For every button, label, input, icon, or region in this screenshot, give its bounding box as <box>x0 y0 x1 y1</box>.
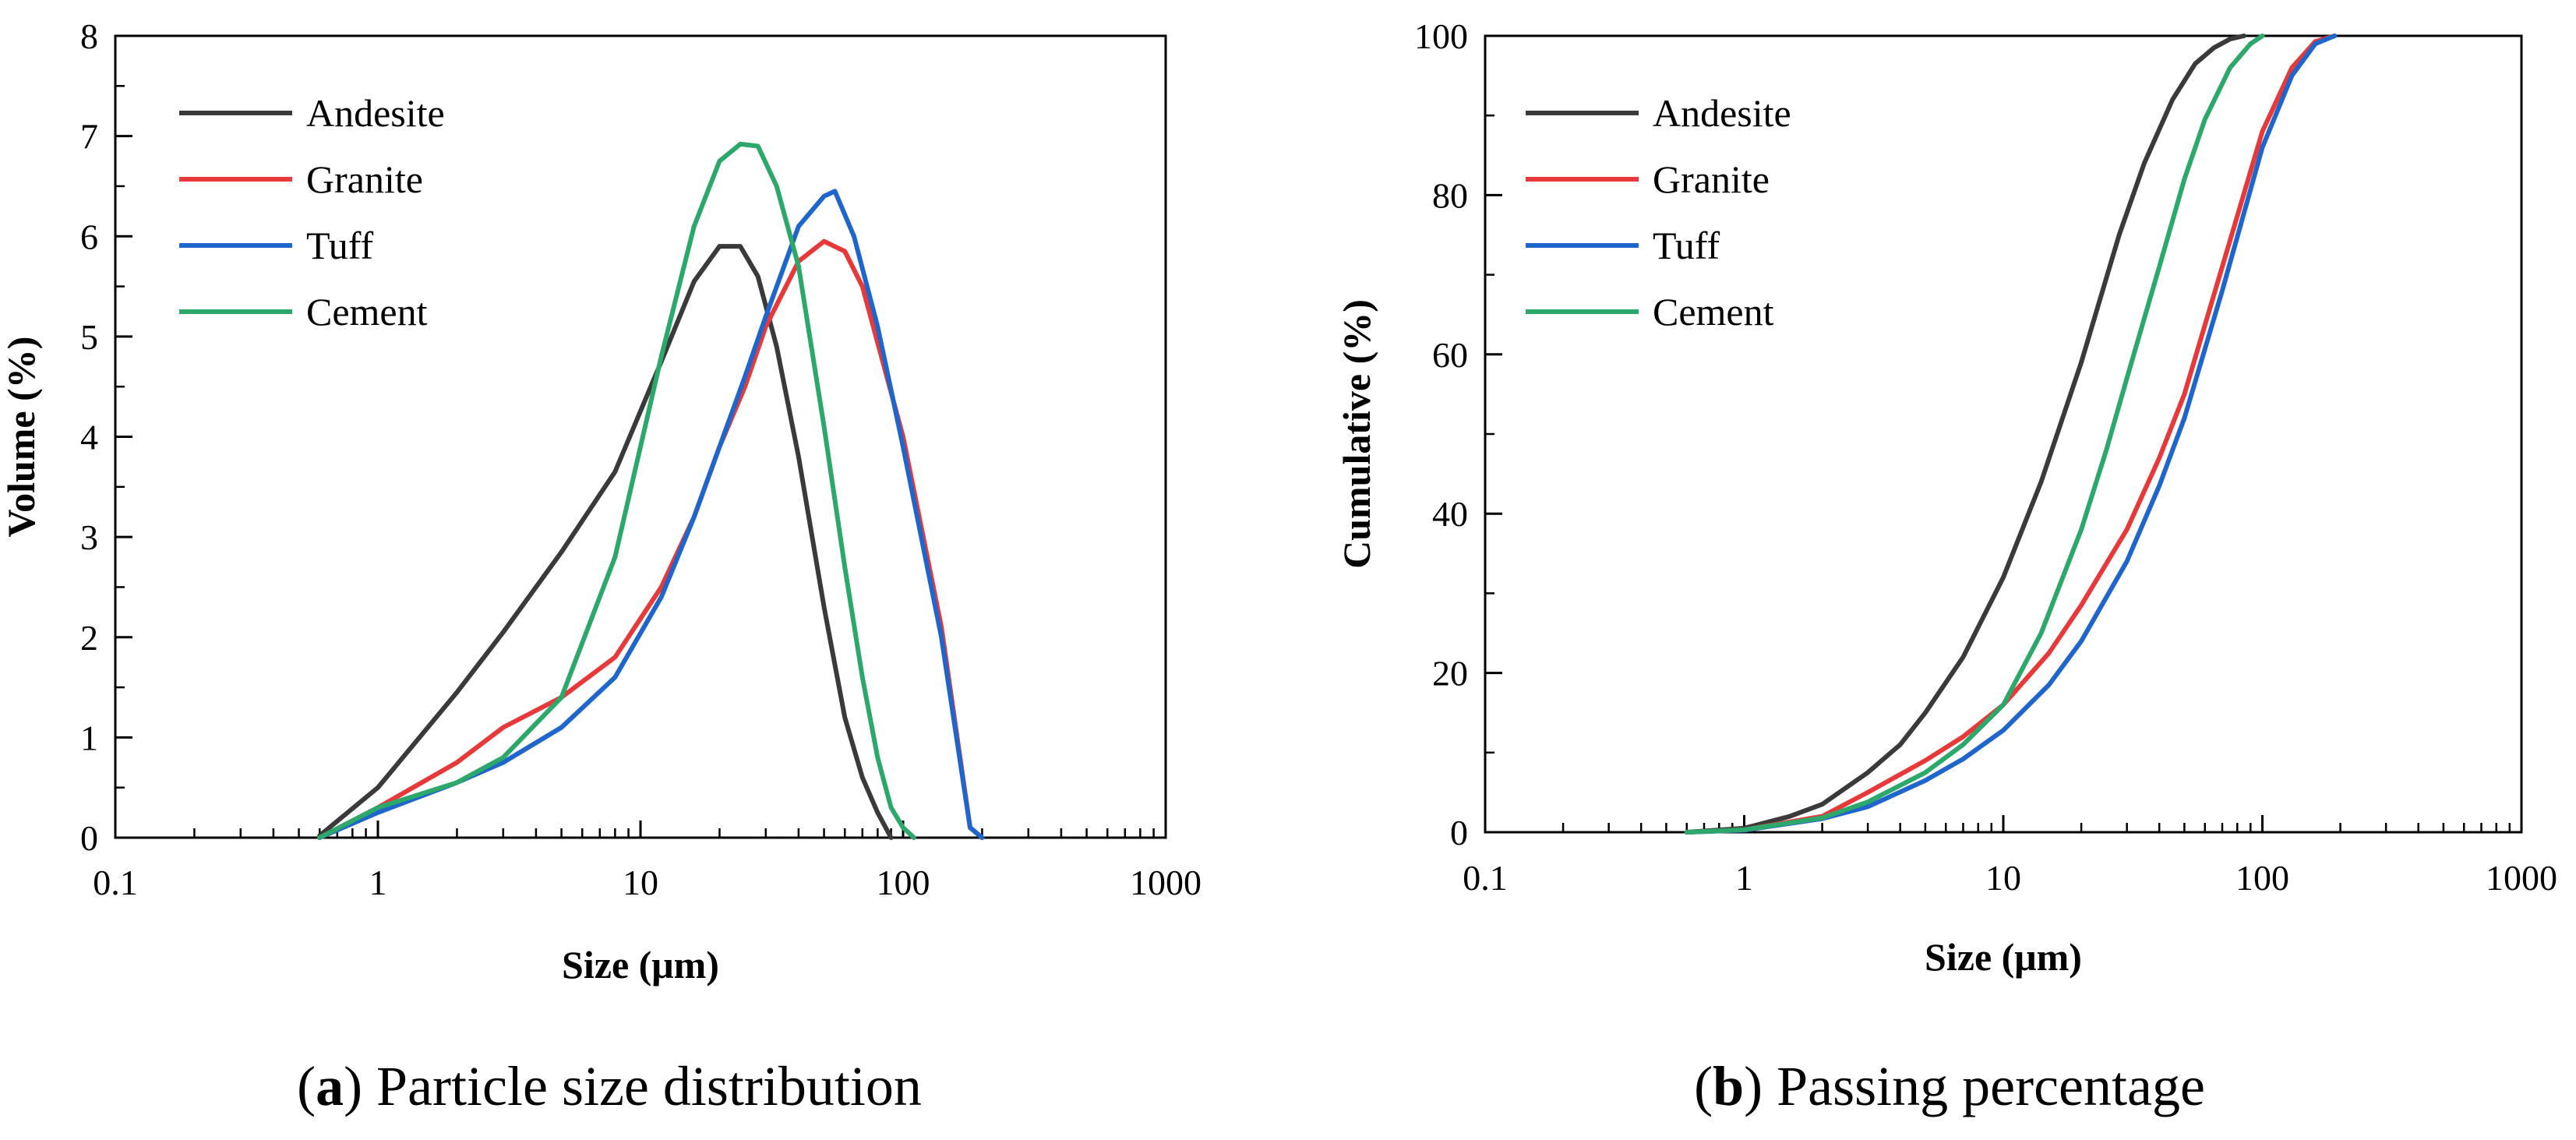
x-axis-label: Size (μm) <box>562 943 719 986</box>
y-tick-label: 2 <box>80 618 98 658</box>
legend-label-granite: Granite <box>1653 157 1770 201</box>
y-tick-label: 0 <box>1450 813 1468 852</box>
y-tick-label: 4 <box>80 418 98 457</box>
y-tick-label: 60 <box>1432 335 1468 375</box>
legend-label-tuff: Tuff <box>1653 224 1720 267</box>
series-line-cement <box>317 141 916 840</box>
x-tick-label: 100 <box>2235 858 2289 898</box>
x-tick-label: 10 <box>623 863 658 902</box>
x-tick-label: 10 <box>1985 858 2021 898</box>
y-axis-label: Volume (%) <box>0 337 43 538</box>
y-tick-label: 0 <box>80 818 98 858</box>
series-line-tuff <box>1684 34 2338 835</box>
legend-label-cement: Cement <box>1653 290 1774 334</box>
panel-caption-b: (b) Passing percentage <box>1694 1055 2205 1117</box>
y-tick-label: 5 <box>80 317 98 357</box>
y-tick-label: 8 <box>80 16 98 56</box>
panel-caption-a: (a) Particle size distribution <box>297 1055 922 1117</box>
series-line-andesite <box>1684 34 2246 835</box>
caption-letter: b <box>1713 1055 1744 1117</box>
y-tick-label: 100 <box>1414 16 1468 56</box>
y-tick-label: 80 <box>1432 175 1468 215</box>
x-axis-label: Size (μm) <box>1925 935 2082 979</box>
series-line-tuff <box>317 189 985 840</box>
x-tick-label: 0.1 <box>1463 858 1508 898</box>
caption-letter: a <box>316 1055 344 1117</box>
x-tick-label: 1000 <box>2486 858 2557 898</box>
x-tick-label: 1 <box>369 863 387 902</box>
y-tick-label: 6 <box>80 217 98 256</box>
panel-a: 0.1 1 10 100 1000 0 1 2 3 4 5 6 7 8 Size (μm) Volume (%… <box>0 16 1202 1117</box>
x-tick-label: 1 <box>1735 858 1753 898</box>
y-tick-label: 20 <box>1432 654 1468 694</box>
y-tick-label: 40 <box>1432 494 1468 534</box>
legend-label-cement: Cement <box>306 290 428 334</box>
x-tick-label: 100 <box>877 863 930 902</box>
legend-label-andesite: Andesite <box>306 91 445 135</box>
y-axis-label: Cumulative (%) <box>1335 299 1378 569</box>
series-line-granite <box>1684 34 2338 835</box>
series-line-andesite <box>317 244 894 840</box>
y-tick-label: 3 <box>80 517 98 557</box>
legend-label-tuff: Tuff <box>306 224 374 267</box>
x-tick-label: 0.1 <box>93 863 138 902</box>
y-tick-label: 1 <box>80 718 98 757</box>
legend-label-andesite: Andesite <box>1653 91 1791 135</box>
y-tick-label: 7 <box>80 117 98 157</box>
plot-frame-b <box>1484 34 2523 834</box>
legend-label-granite: Granite <box>306 157 423 201</box>
panel-b: 0.1 1 10 100 1000 0 20 40 60 80 100 Size (μm) Cumula… <box>1335 16 2557 1117</box>
series-line-cement <box>1684 34 2265 835</box>
x-tick-label: 1000 <box>1130 863 1202 902</box>
